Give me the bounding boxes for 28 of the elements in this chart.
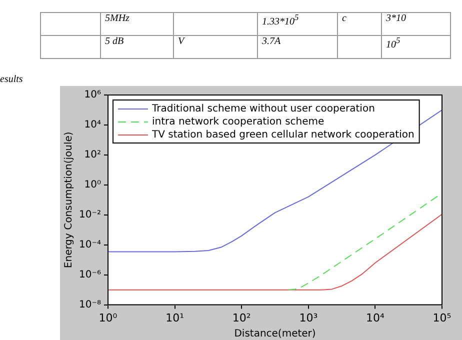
x-tick-label: 10² — [232, 311, 251, 324]
y-tick-label: 10² — [84, 150, 102, 161]
y-axis-title: Energy Consumption(joule) — [64, 132, 75, 268]
text: esults — [0, 74, 23, 85]
text: 3*10 — [382, 12, 450, 36]
y-tick-label: 10⁻⁴ — [78, 239, 102, 250]
y-tick-label: 10⁻⁶ — [78, 269, 102, 280]
y-tick-label: 10⁰ — [84, 180, 102, 191]
legend-label: Traditional scheme without user cooperation — [151, 104, 375, 115]
legend-label: intra network cooperation scheme — [152, 116, 324, 128]
x-axis-title: Distance(meter) — [234, 328, 316, 340]
y-tick-label: 10⁻² — [78, 209, 102, 220]
text: 1.33*10$^{5}$ — [258, 12, 338, 36]
x-tick-label: 10⁰ — [98, 311, 118, 324]
text: 3.7A — [258, 36, 338, 58]
text: 5 dB — [100, 36, 174, 58]
text: V — [174, 36, 258, 58]
text: 10$^{5}$ — [382, 36, 450, 58]
x-tick-label: 10¹ — [166, 311, 184, 324]
x-tick-label: 10³ — [299, 311, 318, 324]
y-tick-label: 10⁶ — [84, 90, 102, 101]
text: 5MHz — [100, 12, 174, 36]
y-tick-label: 10⁻⁸ — [78, 299, 102, 310]
text: c — [338, 12, 382, 36]
legend-label: TV station based green cellular network cooperation — [151, 130, 414, 141]
x-tick-label: 10⁴ — [366, 311, 385, 324]
y-tick-label: 10⁴ — [84, 120, 102, 131]
x-tick-label: 10⁵ — [432, 311, 452, 324]
